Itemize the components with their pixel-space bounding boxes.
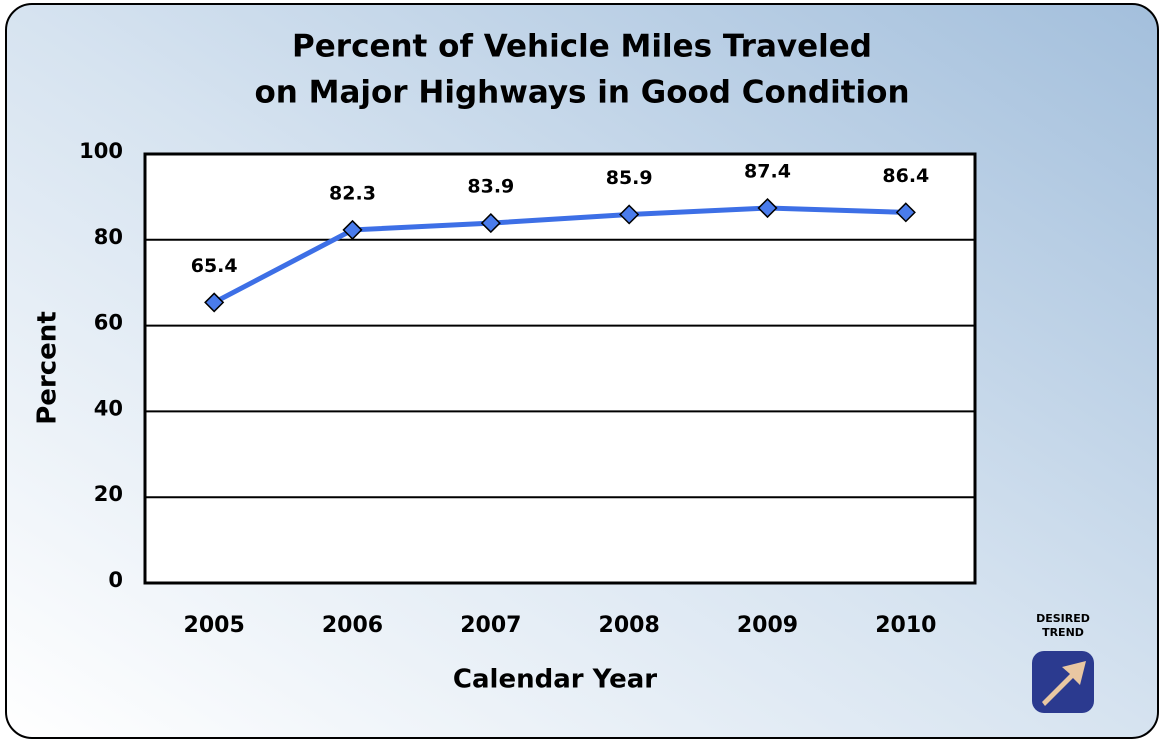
y-tick-label: 0 — [108, 568, 123, 592]
y-tick-label: 100 — [79, 139, 123, 163]
y-tick-label: 80 — [94, 225, 123, 249]
x-tick-label: 2010 — [875, 613, 936, 638]
line — [213, 205, 906, 305]
x-axis-label: Calendar Year — [453, 665, 657, 695]
badge-arrow — [1042, 661, 1086, 706]
y-axis-label: Percent — [33, 311, 63, 425]
chart-title: on Major Highways in Good Condition — [254, 75, 909, 111]
marker — [757, 197, 778, 219]
data-label: 82.3 — [329, 182, 376, 204]
x-tick-label: 2006 — [322, 613, 383, 638]
data-label: 87.4 — [744, 161, 791, 183]
chart-title: Percent of Vehicle Miles Traveled — [292, 29, 872, 65]
badge-label: TREND — [1042, 626, 1084, 639]
plot-border — [143, 152, 977, 585]
marker — [895, 202, 916, 223]
marker — [342, 219, 363, 240]
x-tick-label: 2009 — [737, 613, 798, 638]
data-label: 83.9 — [467, 176, 514, 198]
badge-label: DESIRED — [1036, 612, 1090, 625]
x-tick-label: 2007 — [460, 613, 521, 638]
x-tick-label: 2008 — [599, 613, 660, 638]
y-tick-label: 40 — [94, 396, 123, 420]
data-label: 65.4 — [191, 255, 238, 277]
data-label: 86.4 — [882, 165, 929, 187]
marker — [619, 204, 640, 225]
marker — [204, 292, 225, 313]
marker — [480, 213, 501, 234]
plot-area — [145, 154, 975, 583]
x-tick-label: 2005 — [184, 613, 245, 638]
y-tick-label: 20 — [94, 482, 123, 506]
trend-badge: DESIRED TREND — [1032, 612, 1094, 713]
y-tick-label: 60 — [94, 311, 123, 335]
data-label: 85.9 — [606, 167, 653, 189]
